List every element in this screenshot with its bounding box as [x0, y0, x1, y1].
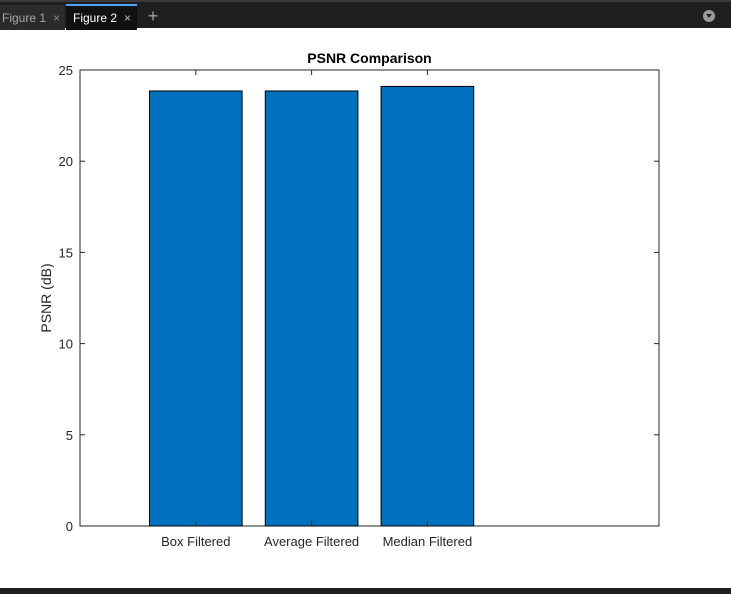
close-icon[interactable]: ×	[53, 10, 61, 25]
tab-figure-1[interactable]: Figure 1 ×	[0, 5, 65, 30]
x-tick-label: Median Filtered	[383, 534, 473, 549]
y-tick-label: 20	[59, 154, 73, 169]
y-tick-label: 0	[66, 519, 73, 534]
close-icon[interactable]: ×	[124, 11, 132, 25]
y-tick-label: 25	[59, 63, 73, 78]
plus-icon[interactable]: +	[147, 6, 159, 26]
bottom-border	[0, 588, 731, 594]
bar	[380, 85, 475, 527]
bar-chart: 0 5 10 15 20 25 Box Filtered Average Filtered Me…	[38, 50, 660, 549]
y-tick-label: 15	[59, 245, 73, 260]
y-tick-label: 10	[59, 337, 73, 352]
tab-label: Figure 2	[73, 11, 118, 25]
y-axis-label: PSNR (dB)	[38, 263, 54, 332]
tab-figure-2[interactable]: Figure 2 ×	[66, 4, 137, 30]
chevron-down-circle-icon[interactable]	[703, 10, 715, 22]
bar	[148, 90, 243, 527]
y-tick-label: 5	[66, 428, 73, 443]
x-tick-label: Average Filtered	[264, 534, 359, 549]
chart-title: PSNR Comparison	[307, 50, 431, 66]
x-tick-label: Box Filtered	[161, 534, 230, 549]
tab-label: Figure 1	[2, 10, 47, 25]
bar	[264, 90, 359, 527]
axes-box	[79, 69, 660, 527]
figure-tab-bar: Figure 1 × Figure 2 × +	[0, 0, 731, 30]
